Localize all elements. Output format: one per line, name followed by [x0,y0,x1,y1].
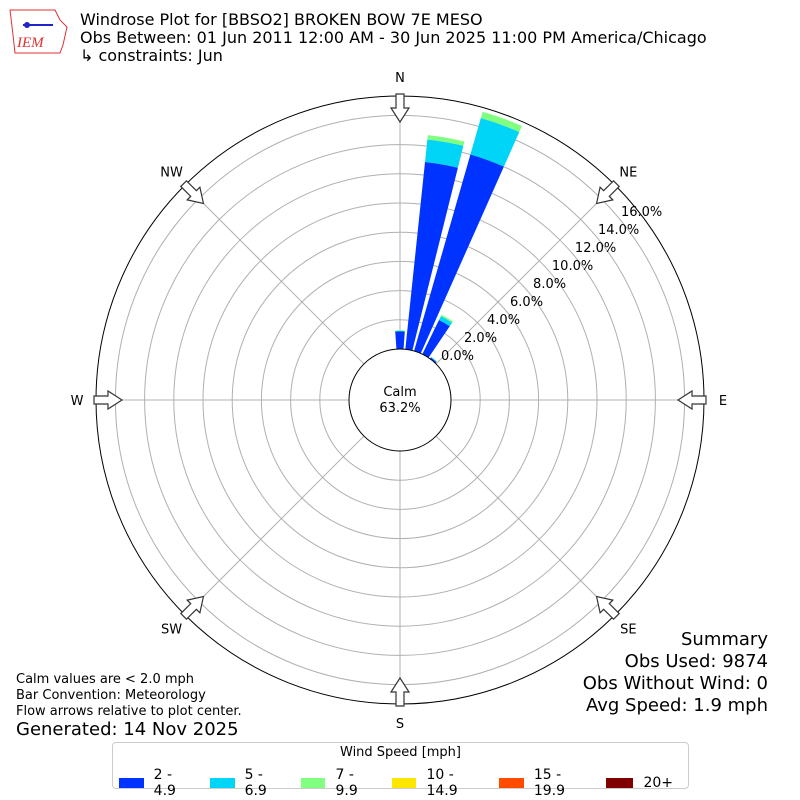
bar-segment [425,139,464,168]
legend-label: 2 - 4.9 [153,767,176,799]
legend-item: 20+ [606,767,673,799]
legend-swatch [499,778,524,788]
radial-tick-label: 2.0% [464,331,497,346]
notes: Calm values are < 2.0 mph Bar Convention… [16,672,242,720]
compass-label-e: E [719,394,727,409]
grid-spoke [435,184,616,365]
legend-swatch [209,778,235,788]
calm-value: 63.2% [379,401,420,416]
bar-segment [405,161,458,351]
flow-note: Flow arrows relative to plot center. [16,704,242,719]
radial-tick-label: 6.0% [510,295,543,310]
flow-arrow-icon [389,93,411,124]
grid-spoke [184,184,365,365]
radial-tick-label: 0.0% [441,349,474,364]
bar-segment [395,330,405,332]
flow-arrow-icon [179,179,205,205]
flow-arrow-icon [93,389,124,411]
legend-label: 5 - 6.9 [244,767,267,799]
svg-text:IEM: IEM [16,35,45,51]
bar-segment [427,135,465,146]
legend-label: 7 - 9.9 [335,767,358,799]
flow-arrow-icon [179,595,205,621]
bar-segment [440,314,454,323]
flow-arrow-icon [595,595,621,621]
bar-segment [438,316,453,327]
compass-label-s: S [396,717,404,732]
legend-swatch [300,778,326,788]
iem-logo: IEM [9,9,68,54]
bar-segment [430,356,437,363]
legend-title: Wind Speed [mph] [340,745,461,760]
summary-title: Summary [681,629,768,650]
bar-segment [414,154,504,354]
constraints-line: ↳ constraints: Jun [80,46,223,65]
subtitle-line: Obs Between: 01 Jun 2011 12:00 AM - 30 J… [80,28,707,47]
legend-label: 20+ [643,775,674,791]
obs-used: Obs Used: 9874 [624,651,768,672]
grid-spoke [184,435,365,616]
legend-swatch [391,778,417,788]
compass-label-w: W [71,394,84,409]
radial-tick-label: 16.0% [621,205,662,220]
title-line: Windrose Plot for [BBSO2] BROKEN BOW 7E … [80,10,483,29]
compass-label-se: SE [620,622,636,637]
legend: Wind Speed [mph] 2 - 4.9 5 - 6.9 7 - 9.9 10… [112,742,689,799]
obs-without-wind: Obs Without Wind: 0 [582,673,768,694]
compass-label-sw: SW [161,622,182,637]
flow-arrow-icon [389,676,411,707]
compass-label-n: N [395,71,405,86]
avg-speed: Avg Speed: 1.9 mph [586,695,768,716]
legend-item: 15 - 19.9 [499,767,591,799]
grid-spoke [435,435,616,616]
radial-tick-label: 4.0% [487,313,520,328]
legend-swatch [119,778,144,788]
chart-title: Windrose Plot for [BBSO2] BROKEN BOW 7E … [80,11,707,65]
radial-tick-label: 8.0% [533,277,566,292]
bar-segment [470,118,520,167]
legend-swatch [606,778,634,788]
calm-note: Calm values are < 2.0 mph [16,672,195,687]
bar-segment [422,320,450,358]
flow-arrow-icon [676,389,707,411]
legend-item: 7 - 9.9 [300,767,377,799]
generated-date: Generated: 14 Nov 2025 [16,719,239,740]
legend-item: 5 - 6.9 [209,767,286,799]
radial-tick-label: 12.0% [575,241,616,256]
legend-item: 2 - 4.9 [119,767,195,799]
legend-label: 15 - 19.9 [533,767,565,799]
calm-circle [348,348,452,452]
bar-convention-note: Bar Convention: Meteorology [16,688,206,703]
calm-label: Calm [383,385,416,400]
bar-segment [480,111,522,133]
flow-arrow-icon [595,179,621,205]
summary-box: Summary Obs Used: 9874 Obs Without Wind:… [583,629,768,717]
legend-item: 10 - 14.9 [391,767,484,799]
legend-label: 10 - 14.9 [426,767,458,799]
legend-items: 2 - 4.9 5 - 6.9 7 - 9.9 10 - 14.9 15 - 19.9 2… [119,767,688,799]
compass-label-ne: NE [619,166,637,181]
radial-tick-label: 14.0% [598,223,639,238]
bar-segment [395,330,405,331]
bar-segment [429,357,437,364]
bar-segment [395,331,405,350]
compass-label-nw: NW [160,166,183,181]
radial-tick-label: 10.0% [552,259,593,274]
